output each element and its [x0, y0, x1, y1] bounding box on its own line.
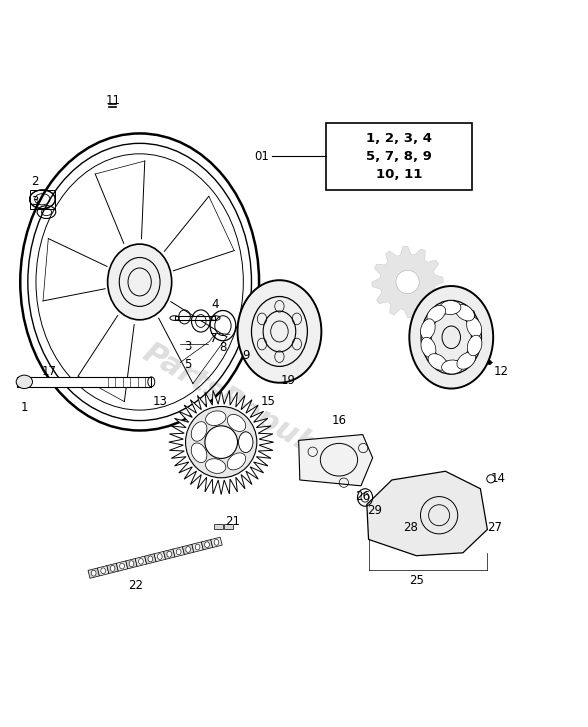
Ellipse shape: [91, 570, 96, 576]
Polygon shape: [145, 554, 156, 564]
Text: 1: 1: [21, 401, 29, 414]
Ellipse shape: [16, 375, 32, 388]
Text: 10: 10: [462, 309, 476, 322]
Ellipse shape: [108, 244, 172, 320]
Text: 1, 2, 3, 4
5, 7, 8, 9
10, 11: 1, 2, 3, 4 5, 7, 8, 9 10, 11: [366, 132, 432, 181]
Ellipse shape: [148, 556, 153, 562]
Text: 17: 17: [42, 364, 57, 377]
Polygon shape: [213, 523, 223, 529]
FancyBboxPatch shape: [326, 123, 472, 190]
Ellipse shape: [191, 443, 207, 462]
Polygon shape: [29, 190, 55, 209]
Polygon shape: [367, 471, 487, 555]
Ellipse shape: [205, 426, 238, 459]
Polygon shape: [299, 435, 373, 486]
Ellipse shape: [120, 563, 125, 569]
Polygon shape: [88, 568, 99, 578]
Ellipse shape: [186, 406, 257, 478]
Ellipse shape: [239, 432, 253, 452]
Text: 14: 14: [490, 473, 505, 486]
Text: 29: 29: [367, 504, 382, 517]
Ellipse shape: [467, 335, 482, 356]
Ellipse shape: [228, 414, 246, 431]
Ellipse shape: [206, 459, 226, 473]
Ellipse shape: [467, 317, 482, 337]
Text: 27: 27: [487, 521, 502, 534]
Text: 28: 28: [403, 521, 418, 534]
Ellipse shape: [440, 300, 461, 315]
Polygon shape: [98, 566, 109, 576]
Text: 19: 19: [280, 374, 296, 387]
Ellipse shape: [420, 319, 435, 340]
Ellipse shape: [428, 354, 447, 370]
Polygon shape: [107, 563, 118, 574]
Text: 3: 3: [184, 340, 192, 353]
Ellipse shape: [421, 337, 436, 358]
Ellipse shape: [111, 566, 115, 571]
Ellipse shape: [195, 545, 200, 550]
Ellipse shape: [457, 352, 476, 369]
Ellipse shape: [129, 561, 134, 566]
Polygon shape: [224, 523, 233, 529]
Polygon shape: [163, 549, 175, 559]
Text: 22: 22: [128, 579, 143, 593]
Text: 4: 4: [212, 297, 219, 310]
Polygon shape: [182, 545, 194, 555]
Ellipse shape: [455, 305, 475, 321]
Ellipse shape: [396, 270, 419, 294]
Polygon shape: [126, 558, 137, 569]
Text: 21: 21: [225, 515, 240, 529]
Ellipse shape: [238, 280, 322, 382]
Text: 2: 2: [31, 175, 39, 188]
Text: 5: 5: [184, 358, 192, 371]
Polygon shape: [175, 316, 215, 321]
Ellipse shape: [167, 551, 172, 557]
Ellipse shape: [239, 432, 253, 452]
Polygon shape: [17, 377, 151, 387]
Text: 7: 7: [210, 332, 218, 345]
Text: 11: 11: [106, 94, 121, 107]
Ellipse shape: [176, 549, 181, 555]
Ellipse shape: [409, 286, 493, 388]
Ellipse shape: [139, 558, 143, 564]
Text: 01: 01: [255, 150, 269, 163]
Polygon shape: [173, 547, 185, 557]
Ellipse shape: [101, 568, 105, 574]
Ellipse shape: [427, 305, 446, 322]
Polygon shape: [372, 246, 443, 318]
Text: PartsRepublik: PartsRepublik: [137, 338, 358, 482]
Ellipse shape: [442, 360, 463, 374]
Text: 9: 9: [242, 350, 250, 363]
Text: 8: 8: [219, 341, 226, 354]
Polygon shape: [116, 561, 128, 571]
Ellipse shape: [227, 453, 246, 470]
Polygon shape: [154, 551, 166, 562]
Ellipse shape: [487, 475, 495, 483]
Polygon shape: [192, 542, 203, 553]
Polygon shape: [201, 539, 213, 550]
Ellipse shape: [191, 422, 207, 441]
Polygon shape: [135, 556, 146, 566]
Ellipse shape: [214, 539, 219, 545]
Text: 12: 12: [493, 364, 508, 377]
Text: 3: 3: [31, 195, 38, 208]
Polygon shape: [169, 390, 273, 494]
Text: 16: 16: [332, 414, 347, 427]
Text: 25: 25: [409, 574, 424, 587]
Ellipse shape: [158, 554, 162, 560]
Polygon shape: [211, 537, 222, 547]
Text: 15: 15: [260, 395, 275, 409]
Ellipse shape: [206, 411, 226, 425]
Text: 13: 13: [153, 395, 168, 409]
Ellipse shape: [205, 542, 209, 547]
Ellipse shape: [186, 547, 191, 553]
Text: 26: 26: [355, 490, 370, 503]
